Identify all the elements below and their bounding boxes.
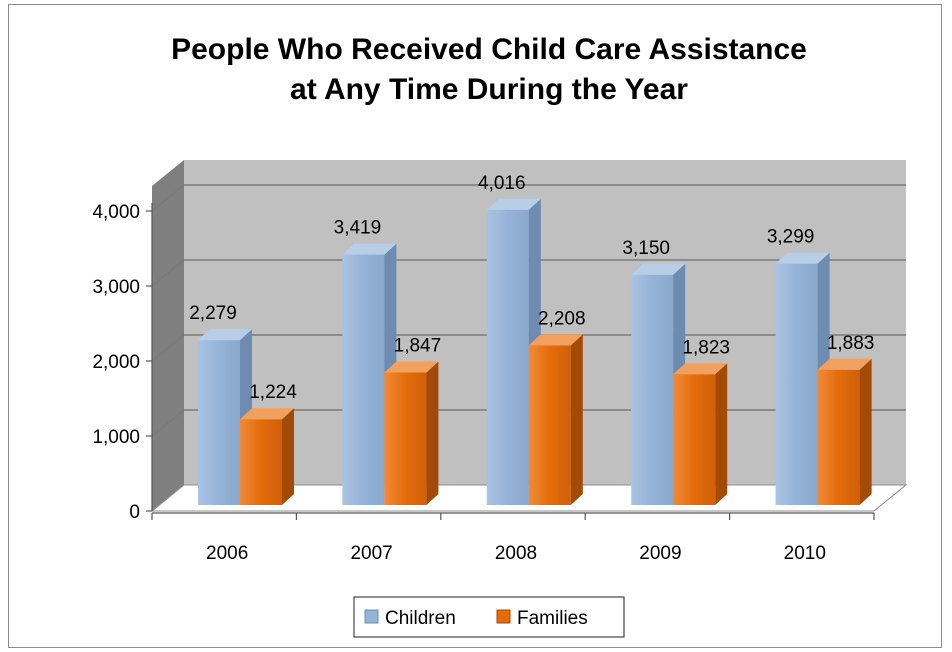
bar-families-2006 — [240, 408, 294, 505]
y-tick-label: 2,000 — [92, 352, 140, 373]
data-label: 2,208 — [538, 308, 586, 329]
bar-side — [570, 334, 583, 505]
bars — [198, 198, 872, 506]
bar-front — [198, 340, 240, 505]
bar-top — [198, 329, 252, 341]
bar-front — [673, 374, 716, 505]
data-label: 3,150 — [622, 238, 670, 259]
data-label: 1,883 — [827, 333, 875, 354]
bar-front — [775, 263, 818, 505]
bar-side — [715, 363, 728, 505]
y-tick-label: 1,000 — [92, 427, 140, 448]
data-label: 1,224 — [249, 382, 297, 403]
x-tick-label: 2009 — [639, 543, 681, 564]
x-tick-label: 2006 — [206, 543, 248, 564]
data-label: 4,016 — [478, 173, 526, 194]
data-labels: 2,279 1,224 3,419 1,847 4,016 2,208 3,150 1,823… — [189, 173, 874, 403]
bar-top — [384, 361, 439, 373]
bar-top — [528, 334, 583, 346]
data-label: 3,299 — [767, 227, 815, 248]
legend-swatch-families — [496, 609, 511, 624]
bar-side — [859, 358, 872, 505]
bar-side — [282, 408, 294, 505]
legend-box — [353, 596, 625, 638]
y-tick-label: 4,000 — [92, 202, 140, 223]
y-tick-label: 0 — [129, 502, 140, 523]
bar-top — [673, 363, 728, 375]
bar-top — [486, 198, 541, 210]
data-label: 1,823 — [682, 337, 730, 358]
bar-children-2007 — [342, 243, 397, 505]
x-tick-label: 2010 — [784, 543, 826, 564]
chart-frame: People Who Received Child Care Assistanc… — [8, 4, 942, 648]
x-axis: 2006 2007 2008 2009 2010 — [151, 512, 875, 564]
bar-front — [486, 209, 529, 506]
bar-top — [240, 408, 294, 420]
data-label: 2,279 — [189, 303, 237, 324]
y-axis: 0 1,000 2,000 3,000 4,000 — [92, 202, 153, 523]
gridline — [151, 184, 906, 212]
bar-front — [240, 419, 282, 505]
legend-label-children: Children — [385, 608, 456, 629]
bar-top — [775, 252, 830, 264]
gridline — [151, 259, 906, 287]
x-tick-label: 2008 — [495, 543, 537, 564]
bar-side — [426, 361, 439, 505]
x-tick-label: 2007 — [350, 543, 392, 564]
chart: People Who Received Child Care Assistanc… — [92, 33, 908, 638]
data-label: 3,419 — [334, 218, 382, 239]
legend-swatch-children — [364, 609, 379, 624]
y-tick-label: 3,000 — [92, 277, 140, 298]
legend-label-families: Families — [517, 608, 588, 629]
bar-families-2010 — [817, 358, 872, 505]
bar-front — [384, 372, 427, 505]
bar-families-2007 — [384, 361, 439, 505]
bar-top — [631, 263, 686, 275]
legend: Children Families — [353, 596, 625, 638]
bar-top — [817, 358, 872, 370]
chart-title-line-1: People Who Received Child Care Assistanc… — [171, 33, 807, 66]
bar-front — [631, 274, 674, 505]
chart-title-line-2: at Any Time During the Year — [290, 73, 688, 106]
chart-title: People Who Received Child Care Assistanc… — [171, 33, 807, 106]
bar-families-2008 — [528, 334, 583, 505]
bar-families-2009 — [673, 363, 728, 505]
data-label: 1,847 — [394, 335, 442, 356]
bar-front — [817, 369, 860, 505]
bar-top — [342, 243, 397, 255]
side-wall — [152, 160, 184, 511]
bar-front — [342, 254, 385, 505]
bar-front — [528, 345, 571, 505]
